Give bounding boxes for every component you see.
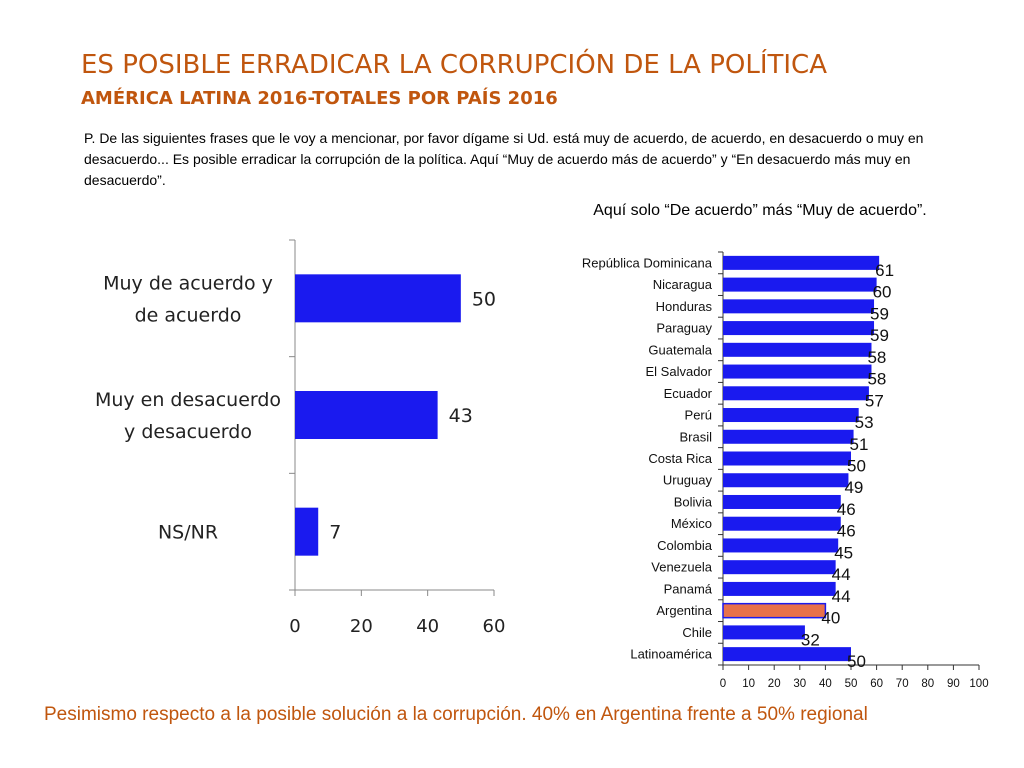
right-category-label: Chile <box>682 625 712 640</box>
right-bar-value: 44 <box>832 565 851 584</box>
right-bar-value: 59 <box>870 326 889 345</box>
right-bar <box>723 255 880 270</box>
right-bar-highlight <box>722 602 827 619</box>
right-bar <box>723 581 836 596</box>
right-bar <box>723 364 872 379</box>
right-bar-value: 45 <box>834 543 853 562</box>
right-category-label: Perú <box>685 408 712 423</box>
right-category-label: Costa Rica <box>648 451 712 466</box>
right-x-tick-label: 60 <box>870 678 883 690</box>
right-bar-value: 44 <box>832 587 851 606</box>
right-bar-value: 53 <box>855 413 874 432</box>
left-x-tick-label: 40 <box>416 616 439 637</box>
right-x-tick-label: 0 <box>720 678 726 690</box>
right-bar-value: 49 <box>844 478 863 497</box>
right-bar-value: 50 <box>847 457 866 476</box>
right-bar-value: 59 <box>870 304 889 323</box>
right-category-label: República Dominicana <box>582 255 713 270</box>
right-bar <box>723 386 869 401</box>
right-category-label: Paraguay <box>656 321 712 336</box>
right-bar <box>723 516 841 531</box>
right-bar-value: 40 <box>821 609 840 628</box>
right-bar-value: 51 <box>850 435 869 454</box>
right-category-label: Panamá <box>664 581 713 596</box>
page-subtitle: AMÉRICA LATINA 2016-TOTALES POR PAÍS 201… <box>81 88 558 109</box>
left-category-label: Muy en desacuerdo <box>95 389 281 411</box>
right-category-label: El Salvador <box>646 364 713 379</box>
right-bar <box>723 494 841 509</box>
right-bar <box>723 429 854 444</box>
page-title: ES POSIBLE ERRADICAR LA CORRUPCIÓN DE LA… <box>81 50 828 80</box>
right-bar <box>723 321 875 336</box>
right-category-label: Argentina <box>656 603 712 618</box>
footer-conclusion: Pesimismo respecto a la posible solución… <box>44 704 868 725</box>
right-x-tick-label: 50 <box>845 678 858 690</box>
right-x-tick-label: 80 <box>921 678 934 690</box>
right-bar <box>723 560 836 575</box>
left-bar-value: 43 <box>449 405 473 427</box>
right-x-tick-label: 20 <box>768 678 781 690</box>
right-bar-value: 58 <box>867 370 886 389</box>
right-category-label: Venezuela <box>651 560 712 575</box>
survey-question: P. De las siguientes frases que le voy a… <box>84 130 924 188</box>
right-x-tick-label: 70 <box>896 678 909 690</box>
right-category-label: México <box>671 516 712 531</box>
right-category-label: Uruguay <box>663 473 713 488</box>
left-bar <box>295 274 461 323</box>
left-x-tick-label: 60 <box>483 616 506 637</box>
right-bar-value: 50 <box>847 652 866 671</box>
right-bar-value: 32 <box>801 630 820 649</box>
right-x-tick-label: 40 <box>819 678 832 690</box>
right-bar-value: 58 <box>867 348 886 367</box>
right-category-label: Bolivia <box>674 494 713 509</box>
right-bar-value: 46 <box>837 500 856 519</box>
right-category-label: Colombia <box>657 538 713 553</box>
right-category-label: Brasil <box>679 429 712 444</box>
right-bar <box>723 538 839 553</box>
right-x-tick-label: 100 <box>969 678 988 690</box>
right-x-tick-label: 30 <box>793 678 806 690</box>
right-bar-value: 60 <box>873 283 892 302</box>
right-bar <box>723 277 877 292</box>
right-bar <box>723 473 849 488</box>
left-category-label: Muy de acuerdo y <box>103 272 273 294</box>
left-category-label: NS/NR <box>158 522 218 544</box>
left-x-tick-label: 20 <box>350 616 373 637</box>
right-bar <box>723 408 859 423</box>
left-bar-value: 50 <box>472 288 496 310</box>
right-bar <box>723 625 805 640</box>
right-x-tick-label: 10 <box>742 678 755 690</box>
right-chart-note: Aquí solo “De acuerdo” más “Muy de acuer… <box>593 202 927 219</box>
left-bar <box>295 507 319 556</box>
left-bar <box>295 391 438 439</box>
left-bar-value: 7 <box>329 522 341 544</box>
right-x-tick-label: 90 <box>947 678 960 690</box>
right-category-label: Guatemala <box>648 342 712 357</box>
right-bar-value: 57 <box>865 391 884 410</box>
left-category-label: y desacuerdo <box>124 421 252 443</box>
left-x-tick-label: 0 <box>289 616 300 637</box>
right-bar-value: 46 <box>837 522 856 541</box>
right-category-label: Honduras <box>656 299 713 314</box>
right-bar <box>723 342 872 357</box>
right-bar <box>723 299 875 314</box>
right-bar-value: 61 <box>875 261 894 280</box>
right-category-label: Latinoamérica <box>630 647 712 662</box>
left-category-label: de acuerdo <box>135 304 242 326</box>
right-bar <box>723 451 851 466</box>
right-bar <box>723 647 851 662</box>
right-category-label: Ecuador <box>664 386 713 401</box>
right-category-label: Nicaragua <box>653 277 713 292</box>
